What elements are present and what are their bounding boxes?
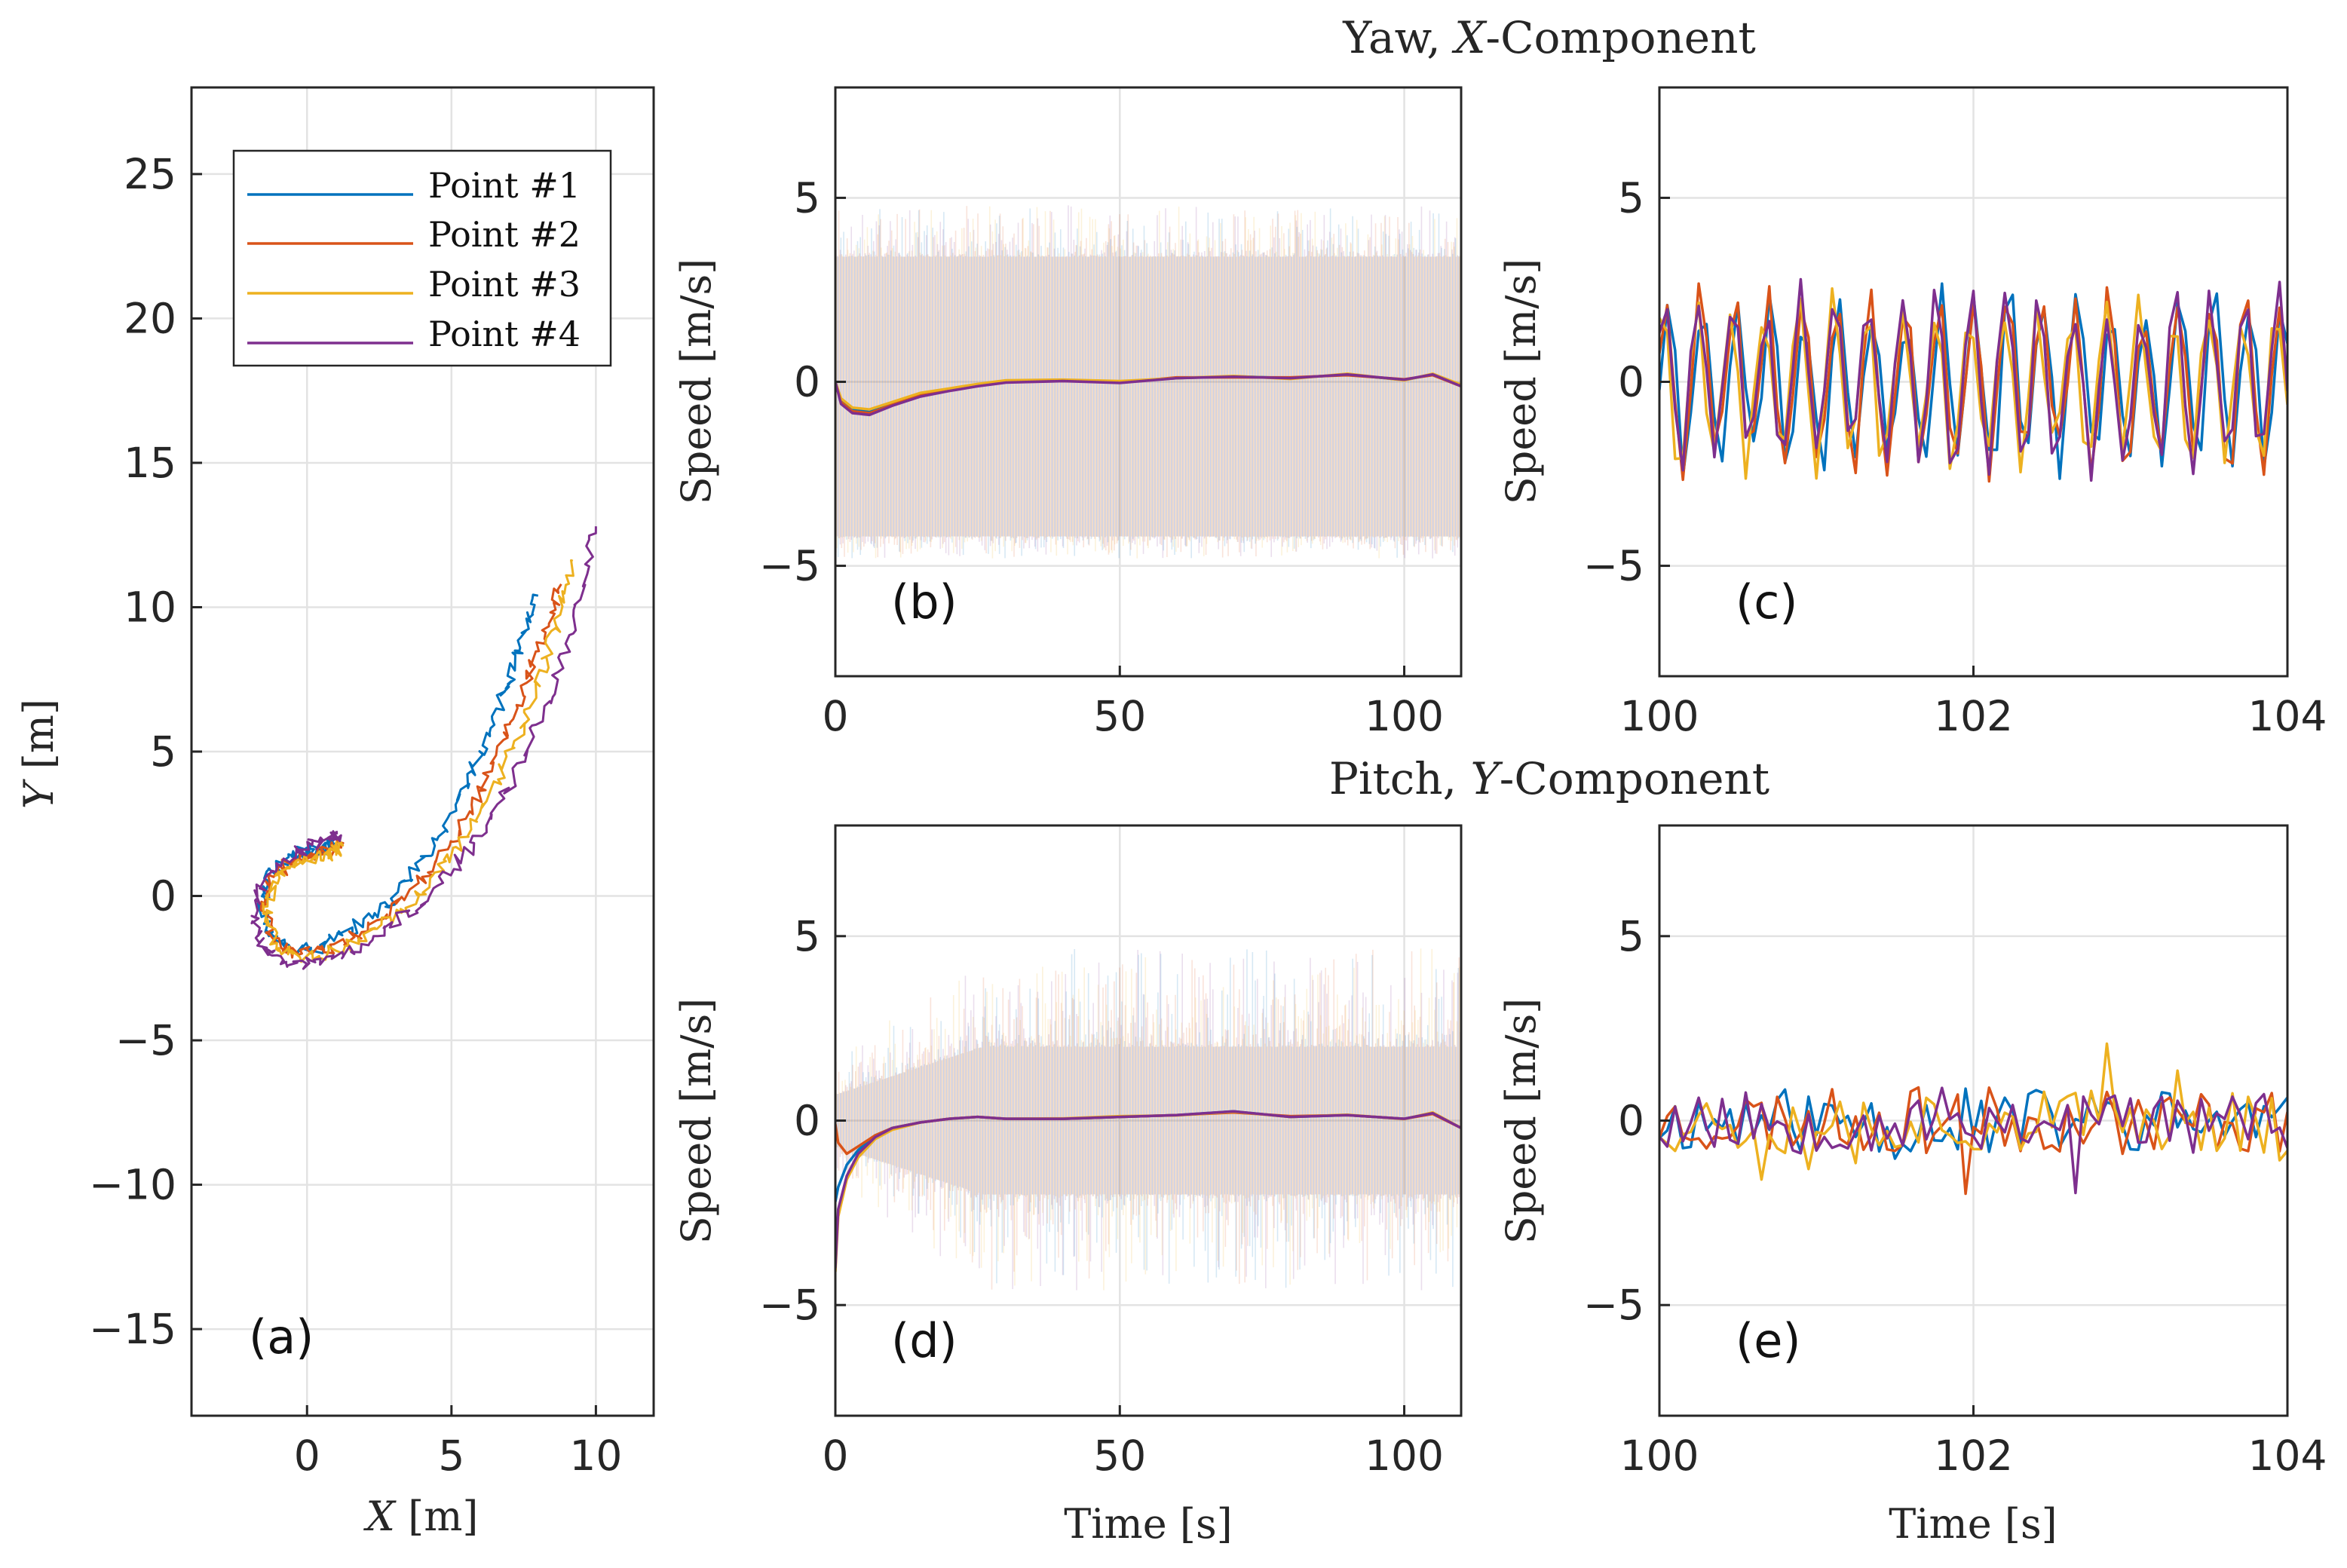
noise-band-d [835,948,1461,1291]
y-tick-label: 0 [1618,1097,1644,1145]
y-tick-label: 5 [150,727,176,776]
series-line-point3 [1659,1042,2287,1181]
noise-band-b [835,205,1461,559]
x-tick-label: 10 [569,1432,622,1480]
y-tick-label: 0 [150,872,176,920]
xlabel-d: Time [s] [1064,1500,1232,1548]
panel-label-b: (b) [891,574,957,629]
series-a [250,526,597,970]
x-tick-label: 50 [1093,692,1146,740]
y-tick-label: −5 [115,1016,176,1064]
ticks-d: 0 50 100 −5 0 5 [759,912,1444,1480]
y-tick-label: 0 [794,358,820,406]
y-tick-label: 20 [124,294,176,342]
ticks-e: 100 102 104 −5 0 5 [1583,912,2327,1480]
panel-label-a: (a) [249,1309,314,1364]
legend-label-point1: Point #1 [428,165,581,206]
y-tick-label: −5 [759,1281,820,1329]
legend-label-point3: Point #3 [428,264,581,305]
x-tick-label: 0 [823,692,849,740]
y-tick-label: 0 [794,1097,820,1145]
series-d [835,1110,1461,1272]
panel-label-c: (c) [1736,574,1797,629]
ticks-a: 0 5 10 −15 −10 −5 0 5 10 15 20 25 [89,150,622,1480]
speed-panel-d: 0 50 100 −5 0 5 (d) Speed [m/s] Time [s] [673,824,1463,1548]
x-tick-label: 102 [1934,1432,2013,1480]
ylabel-b: Speed [m/s] [673,259,720,504]
x-tick-label: 100 [1365,1432,1444,1480]
series-e [1659,1042,2287,1196]
series-line-point4 [250,526,597,970]
series-line-point4 [835,372,1461,417]
y-tick-label: −15 [89,1305,176,1353]
ylabel-d: Speed [m/s] [673,998,720,1244]
y-tick-label: −5 [1583,542,1644,590]
ylabel-a: Y [m] [15,699,63,809]
legend-label-point2: Point #2 [428,214,581,255]
series-line-point2 [1659,1086,2287,1196]
legend-label-point4: Point #4 [428,314,581,354]
series-line-point4 [835,1110,1461,1269]
y-tick-label: 5 [794,912,820,960]
title-pitch-y: Pitch, Y-Component [1329,753,1769,804]
x-tick-label: 0 [823,1432,849,1480]
x-tick-label: 104 [2248,1432,2327,1480]
y-tick-label: 10 [124,583,176,631]
speed-panel-e: 100 102 104 −5 0 5 (e) Speed [m/s] Time [s] [1497,824,2327,1548]
y-tick-label: 0 [1618,358,1644,406]
y-tick-label: 25 [124,150,176,198]
speed-panel-b: 0 50 100 −5 0 5 (b) Speed [m/s] [673,86,1463,740]
x-tick-label: 0 [294,1432,320,1480]
y-tick-label: −5 [1583,1281,1644,1329]
ticks-b: 0 50 100 −5 0 5 [759,173,1444,740]
speed-panel-c: 100 102 104 −5 0 5 (c) Speed [m/s] [1497,86,2327,740]
series-line-point4 [1659,1086,2287,1195]
y-tick-label: 5 [1618,173,1644,222]
trajectory-panel-a: 0 5 10 −15 −10 −5 0 5 10 15 20 25 (a) Point #1 Poin… [15,86,655,1540]
series-line-point4 [1659,277,2287,482]
xlabel-a: X [m] [363,1493,479,1540]
x-tick-label: 5 [438,1432,464,1480]
series-c [1659,277,2287,483]
xlabel-e: Time [s] [1889,1500,2057,1548]
x-tick-label: 104 [2248,692,2327,740]
y-tick-label: 5 [794,173,820,222]
ylabel-c: Speed [m/s] [1497,259,1545,504]
y-tick-label: 15 [124,439,176,487]
panel-label-d: (d) [891,1313,957,1368]
x-tick-label: 50 [1093,1432,1146,1480]
series-line-point3 [262,559,574,963]
ticks-c: 100 102 104 −5 0 5 [1583,173,2327,740]
ylabel-e: Speed [m/s] [1497,998,1545,1244]
x-tick-label: 102 [1934,692,2013,740]
title-yaw-x: Yaw, X-Component [1342,12,1756,63]
x-tick-label: 100 [1620,692,1699,740]
y-tick-label: −10 [89,1161,176,1209]
legend-box [232,149,612,367]
x-tick-label: 100 [1365,692,1444,740]
panel-label-e: (e) [1736,1313,1801,1368]
series-b [835,372,1461,417]
y-tick-label: −5 [759,542,820,590]
x-tick-label: 100 [1620,1432,1699,1480]
y-tick-label: 5 [1618,912,1644,960]
legend: Point #1 Point #2 Point #3 Point #4 [232,149,612,367]
